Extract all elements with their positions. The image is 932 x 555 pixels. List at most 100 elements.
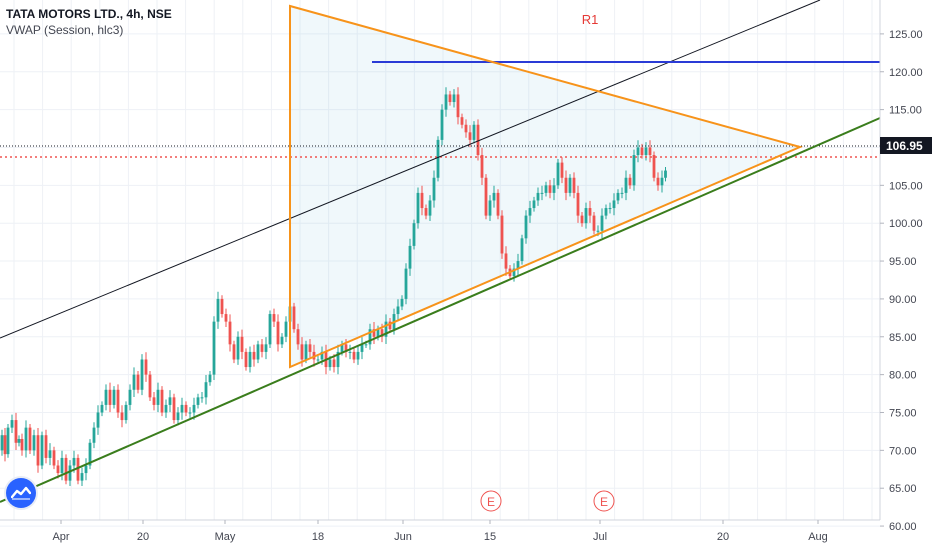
- price-tick-label: 90.00: [889, 294, 917, 306]
- candle-body: [384, 321, 388, 337]
- candle-body: [176, 412, 180, 421]
- tradingview-logo-icon[interactable]: [6, 478, 36, 508]
- candle-body: [436, 139, 440, 178]
- price-tick-label: 95.00: [889, 256, 917, 268]
- candle-body: [6, 427, 10, 455]
- candle-body: [268, 314, 272, 345]
- candle-body: [92, 427, 96, 443]
- earnings-marker: [480, 490, 502, 512]
- candle-body: [84, 465, 88, 474]
- candle-body: [552, 185, 556, 193]
- candle-body: [14, 420, 18, 443]
- price-tick-label: 65.00: [889, 483, 917, 495]
- price-tick-label: 85.00: [889, 332, 917, 344]
- candle-body: [32, 435, 36, 451]
- candle-body: [24, 427, 28, 451]
- candle-body: [164, 404, 168, 413]
- candle-body: [140, 359, 144, 390]
- candle-body: [264, 344, 268, 352]
- last-price-badge: [880, 137, 932, 154]
- channel-top-line: [0, 0, 821, 339]
- candle-body: [656, 177, 660, 186]
- candle-body: [3, 435, 7, 455]
- candle-body: [168, 397, 172, 405]
- candle-body: [608, 208, 612, 210]
- price-tick-label: 70.00: [889, 445, 917, 457]
- candle-body: [216, 298, 220, 322]
- candle-body: [116, 389, 120, 413]
- candle-body: [640, 147, 644, 156]
- candle-body: [468, 132, 472, 140]
- candle-body: [352, 351, 356, 360]
- candle-body: [500, 215, 504, 254]
- candle-body: [188, 412, 192, 414]
- candle-body: [660, 177, 664, 186]
- time-tick-label: 15: [484, 531, 496, 543]
- candle-body: [292, 306, 296, 330]
- chart-legend: TATA MOTORS LTD., 4h, NSE VWAP (Session,…: [6, 6, 172, 38]
- candle-body: [536, 192, 540, 201]
- candle-body: [148, 374, 152, 398]
- candle-body: [224, 314, 228, 322]
- candle-body: [160, 389, 164, 413]
- candle-body: [228, 321, 232, 345]
- candle-body: [572, 177, 576, 193]
- candle-body: [440, 109, 444, 140]
- candle-body: [0, 435, 4, 451]
- candle-body: [564, 177, 568, 193]
- candle-body: [580, 215, 584, 224]
- candle-body: [136, 374, 140, 390]
- candle-body: [44, 435, 48, 458]
- candle-body: [548, 185, 552, 193]
- candle-body: [496, 192, 500, 216]
- candle-body: [480, 155, 484, 178]
- candle-body: [652, 155, 656, 178]
- candle-body: [260, 344, 264, 352]
- candle-body: [492, 192, 496, 201]
- candle-body: [360, 344, 364, 352]
- candle-body: [524, 215, 528, 239]
- price-tick-label: 105.00: [889, 180, 923, 192]
- time-tick-label: 20: [717, 531, 729, 543]
- candle-body: [404, 268, 408, 299]
- time-tick-label: May: [215, 531, 236, 543]
- candle-body: [336, 351, 340, 368]
- candle-body: [240, 336, 244, 352]
- candle-body: [624, 177, 628, 193]
- candle-body: [208, 374, 212, 383]
- candle-body: [504, 253, 508, 269]
- candle-body: [340, 344, 344, 352]
- price-tick-label: 115.00: [889, 105, 922, 117]
- candle-body: [484, 177, 488, 216]
- candle-body: [488, 200, 492, 216]
- candle-body: [400, 298, 404, 307]
- time-tick-label: Jul: [593, 531, 607, 543]
- candle-body: [10, 420, 14, 428]
- candle-body: [120, 412, 124, 421]
- candle-body: [60, 457, 64, 474]
- candle-body: [36, 435, 40, 466]
- candle-body: [88, 442, 92, 466]
- candle-body: [220, 298, 224, 315]
- candle-body: [628, 177, 632, 186]
- candle-body: [368, 329, 372, 345]
- candle-body: [156, 389, 160, 405]
- earnings-marker-label: E: [487, 495, 495, 509]
- candle-body: [540, 192, 544, 194]
- candle-body: [428, 200, 432, 216]
- candle-body: [152, 397, 156, 405]
- candle-body: [184, 404, 188, 413]
- candle-body: [568, 177, 572, 193]
- candle-body: [272, 314, 276, 322]
- candle-body: [28, 427, 32, 451]
- candle-body: [644, 147, 648, 156]
- candle-body: [584, 208, 588, 224]
- candle-body: [68, 465, 72, 481]
- candle-body: [556, 162, 560, 186]
- candle-body: [280, 336, 284, 345]
- candle-body: [544, 185, 548, 193]
- price-tick-label: 120.00: [889, 67, 923, 79]
- candle-body: [132, 374, 136, 390]
